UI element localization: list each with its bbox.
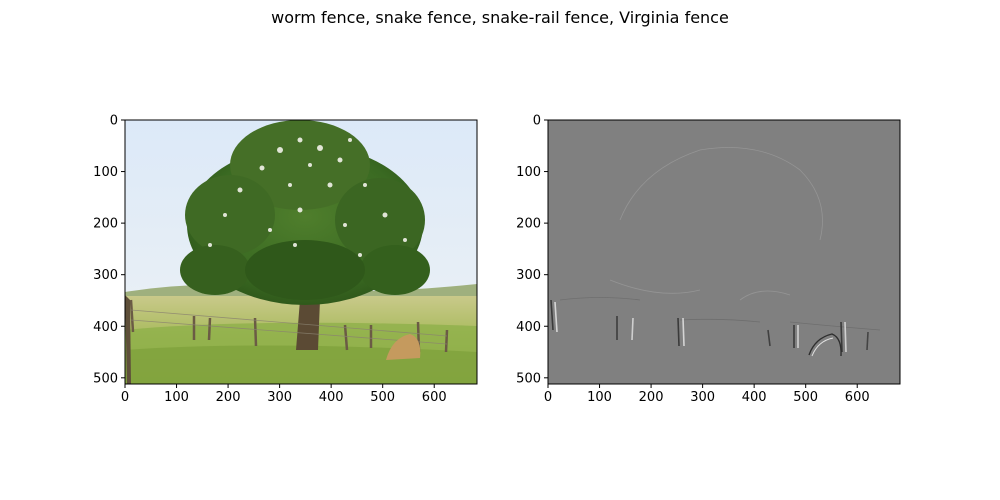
right-x-tick-label: 300 [690, 390, 715, 405]
right-y-tick-label: 300 [516, 268, 541, 283]
left-x-tick-label: 600 [422, 390, 447, 405]
right-y-axis: 0 100 200 300 400 500 [516, 114, 548, 386]
left-y-tick-label: 500 [93, 371, 118, 386]
left-x-tick-label: 400 [319, 390, 344, 405]
left-y-tick-label: 200 [93, 217, 118, 232]
left-x-tick-label: 300 [267, 390, 292, 405]
left-y-tick-label: 0 [110, 114, 118, 129]
right-y-tick-label: 0 [533, 114, 541, 129]
left-x-axis: 0 100 200 300 400 500 600 [121, 384, 447, 405]
left-y-axis: 0 100 200 300 400 500 [93, 114, 125, 386]
left-x-tick-label: 100 [164, 390, 189, 405]
right-y-tick-label: 100 [516, 165, 541, 180]
figure-title: worm fence, snake fence, snake-rail fenc… [271, 8, 729, 27]
left-image-panel: 0 100 200 300 400 500 600 0 100 200 300 400 500 [93, 114, 478, 405]
right-x-axis: 0 100 200 300 400 500 600 [544, 384, 870, 405]
right-image-panel: 0 100 200 300 400 500 600 0 100 200 300 400 500 [516, 114, 901, 405]
left-y-tick-label: 100 [93, 165, 118, 180]
right-y-tick-label: 400 [516, 320, 541, 335]
left-y-tick-label: 400 [93, 320, 118, 335]
photo-image [125, 120, 477, 384]
right-x-tick-label: 500 [793, 390, 818, 405]
left-x-tick-label: 200 [216, 390, 241, 405]
right-axes-frame [547, 119, 901, 385]
left-axes-frame [124, 119, 478, 385]
right-x-tick-label: 200 [639, 390, 664, 405]
left-x-tick-label: 0 [121, 390, 129, 405]
right-x-tick-label: 100 [587, 390, 612, 405]
right-x-tick-label: 600 [845, 390, 870, 405]
right-y-tick-label: 200 [516, 217, 541, 232]
left-x-tick-label: 500 [370, 390, 395, 405]
right-y-tick-label: 500 [516, 371, 541, 386]
edge-map-image [548, 120, 900, 384]
right-x-tick-label: 400 [742, 390, 767, 405]
left-y-tick-label: 300 [93, 268, 118, 283]
right-x-tick-label: 0 [544, 390, 552, 405]
